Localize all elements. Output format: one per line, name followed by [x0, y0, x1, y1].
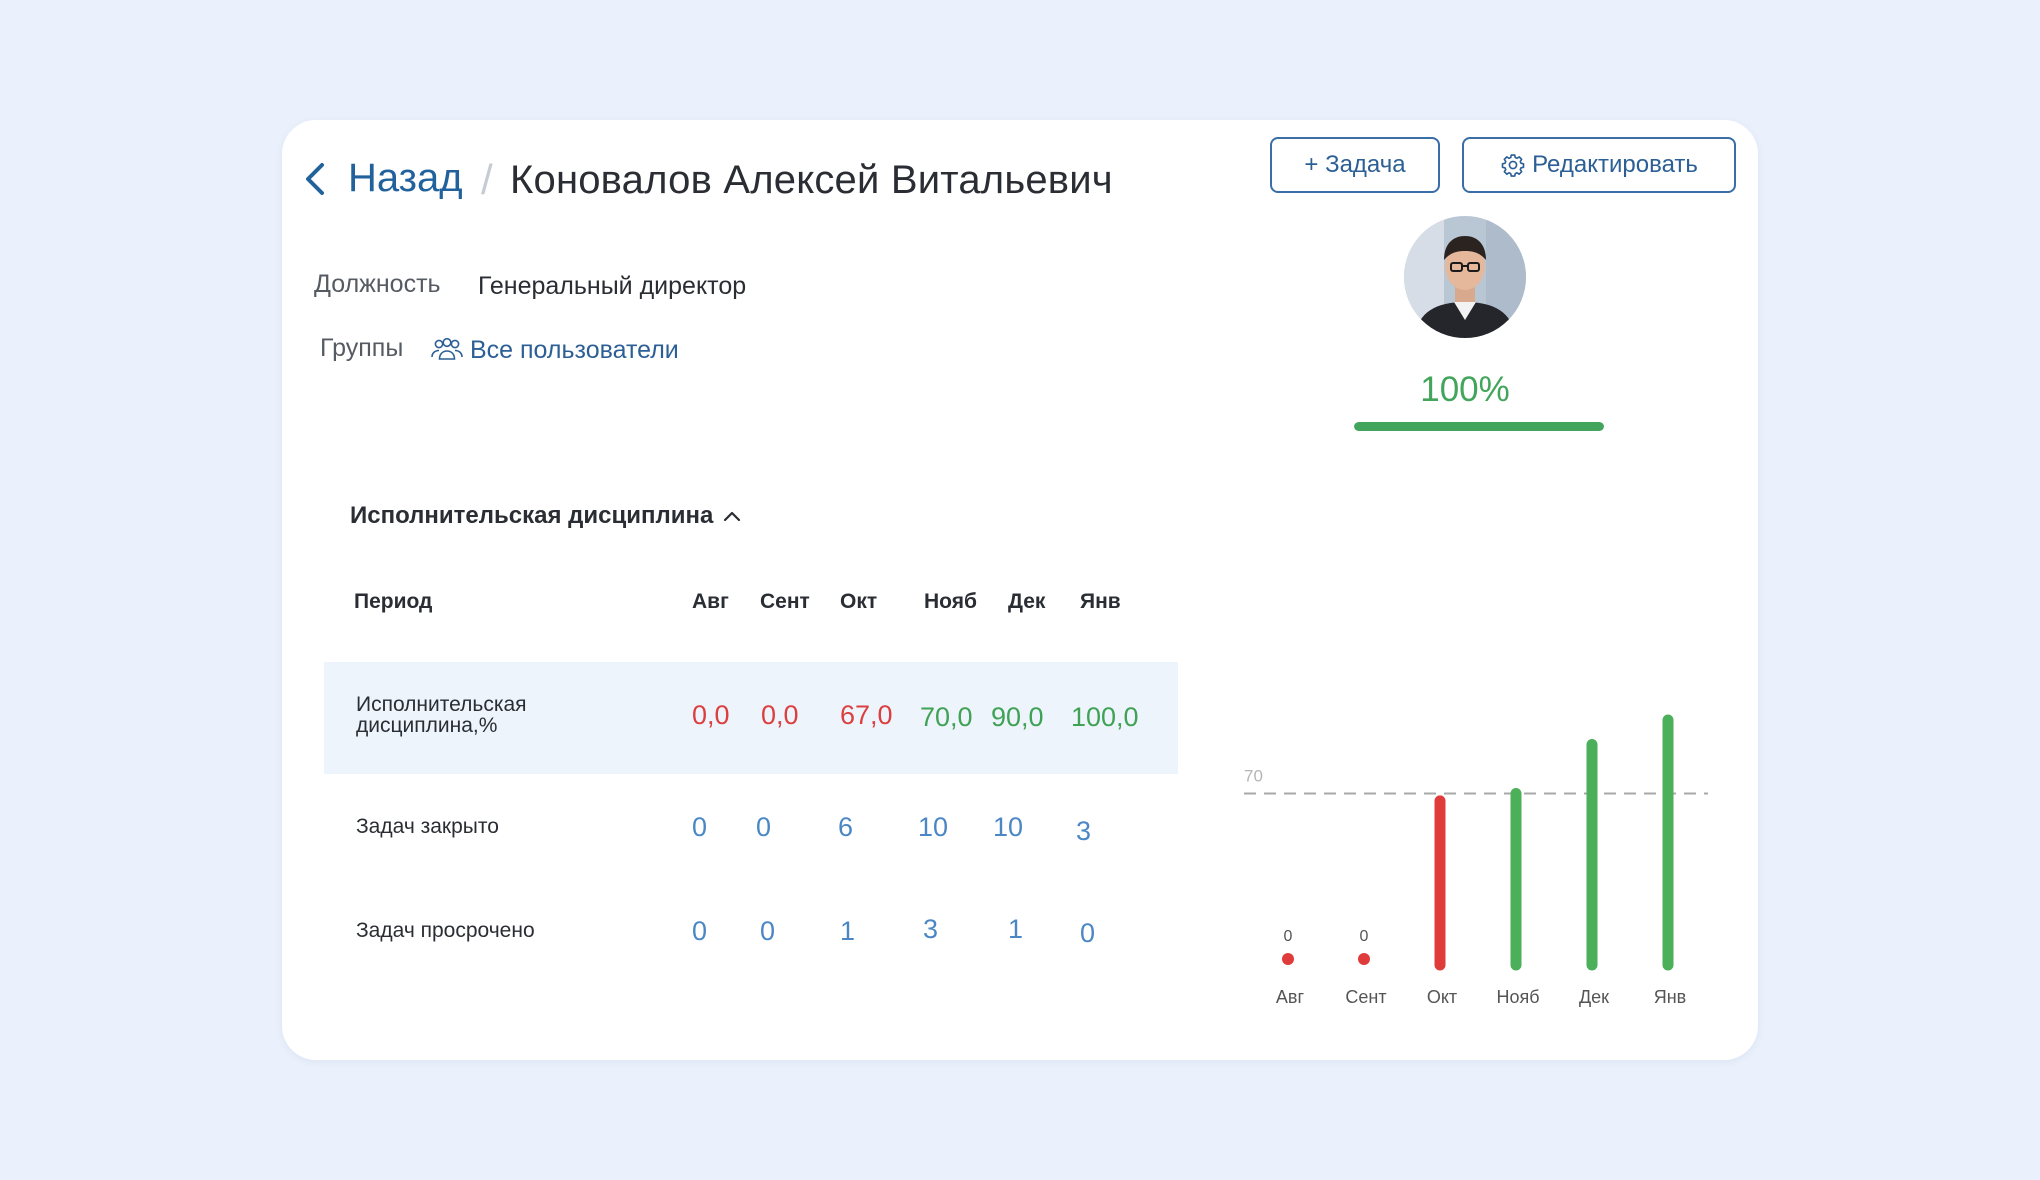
column-header-period: Период	[354, 590, 433, 613]
chart-data-label: 0	[1360, 928, 1369, 945]
table-cell: 3	[923, 914, 939, 944]
position-label: Должность	[314, 270, 441, 298]
edit-button[interactable]: Редактировать	[1462, 137, 1736, 193]
column-header-month: Сент	[760, 590, 810, 613]
chart-tick-label: Окт	[1427, 987, 1457, 1007]
groups-link[interactable]: Все пользователи	[430, 336, 679, 365]
chart-tick-label: Янв	[1654, 987, 1687, 1007]
table-cell: 6	[838, 812, 854, 842]
column-header-month: Авг	[692, 590, 729, 613]
chart-tick-label: Нояб	[1496, 987, 1539, 1007]
chart-tick-label: Дек	[1579, 987, 1609, 1007]
table-cell: 0	[1080, 918, 1096, 948]
gear-icon	[1501, 154, 1525, 177]
table-cell: 10	[918, 812, 949, 842]
breadcrumb-separator: /	[481, 156, 493, 203]
chart-tick-label: Сент	[1345, 987, 1386, 1007]
discipline-percent: 100%	[1420, 370, 1510, 409]
groups-label: Группы	[320, 334, 404, 362]
add-task-label: + Задача	[1304, 151, 1406, 178]
groups-value: Все пользователи	[470, 336, 679, 364]
table-cell: 0	[692, 916, 708, 946]
row-label-line: дисциплина,%	[356, 714, 498, 738]
back-link[interactable]: Назад	[304, 156, 463, 201]
chart-point	[1358, 953, 1370, 965]
column-header-month: Окт	[840, 590, 878, 613]
table-cell: 0	[760, 916, 776, 946]
table-cell: 70,0	[920, 702, 973, 732]
section-title: Исполнительская дисциплина	[350, 502, 714, 529]
table-cell: 0,0	[692, 700, 730, 730]
column-header-month: Янв	[1080, 590, 1121, 613]
add-task-button[interactable]: + Задача	[1270, 137, 1440, 193]
column-header-month: Дек	[1008, 590, 1046, 613]
chart-data-label: 0	[1284, 928, 1293, 945]
position-value: Генеральный директор	[478, 272, 747, 300]
employee-card: Назад / Коновалов Алексей Витальевич + З…	[282, 120, 1758, 1060]
table-cell: 0	[756, 812, 772, 842]
row-label-discipline: Исполнительская дисциплина,%	[356, 694, 527, 737]
table-cell: 100,0	[1071, 702, 1139, 732]
table-cell: 1	[1008, 914, 1024, 944]
chart-point	[1282, 953, 1294, 965]
table-cell: 1	[840, 916, 856, 946]
row-label-closed: Задач закрыто	[356, 815, 499, 838]
table-cell: 90,0	[991, 702, 1044, 732]
chart-tick-label: Авг	[1276, 987, 1305, 1007]
avatar	[1404, 216, 1526, 338]
threshold-label: 70	[1244, 767, 1263, 786]
edit-label: Редактировать	[1532, 151, 1698, 178]
table-row-highlight	[324, 662, 1178, 774]
discipline-progress-bar	[1354, 422, 1604, 431]
row-label-overdue: Задач просрочено	[356, 919, 535, 942]
users-icon	[431, 337, 463, 360]
page-title: Коновалов Алексей Витальевич	[510, 158, 1113, 202]
discipline-progress-fill	[1354, 422, 1604, 431]
table-cell: 10	[993, 812, 1024, 842]
chevron-left-icon	[306, 162, 324, 195]
back-label: Назад	[348, 156, 463, 200]
row-label-line: Исполнительская	[356, 693, 527, 716]
table-cell: 3	[1076, 816, 1092, 846]
table-cell: 0	[692, 812, 708, 842]
column-header-month: Нояб	[924, 590, 977, 613]
table-cell: 0,0	[761, 700, 799, 730]
discipline-chart: 70 0 Авг 0 Сент Окт Нояб Дек Янв	[1244, 714, 1708, 1007]
table-cell: 67,0	[840, 700, 893, 730]
chevron-up-icon	[724, 511, 741, 522]
section-toggle-discipline[interactable]: Исполнительская дисциплина	[350, 502, 741, 530]
